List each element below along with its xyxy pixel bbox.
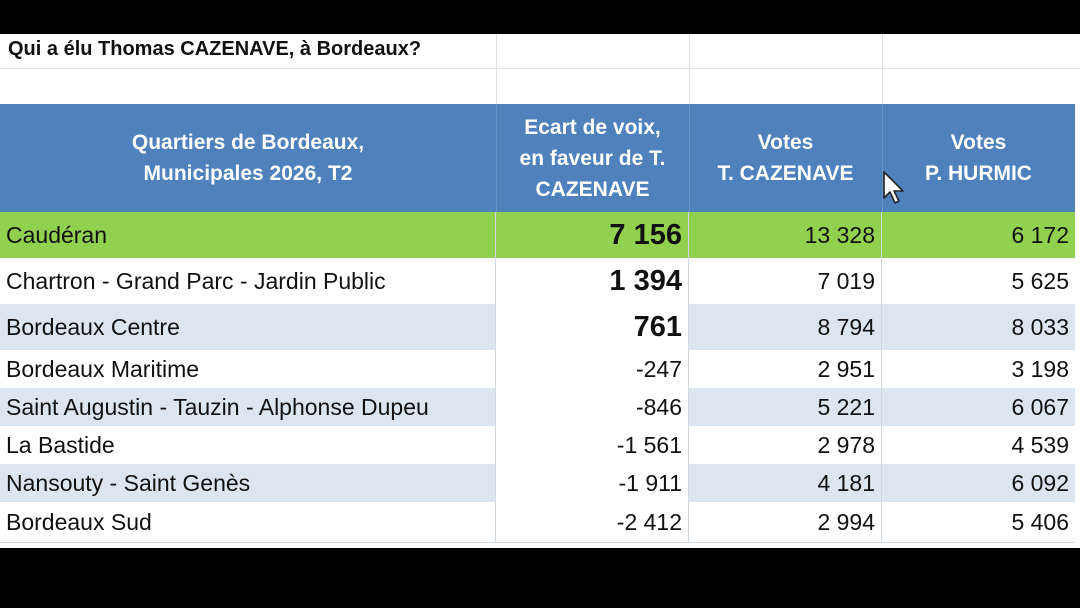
cell-votes-cazenave[interactable]: 2 978 <box>689 426 882 464</box>
table-row[interactable]: Caudéran 7 156 13 328 6 172 <box>0 212 1075 259</box>
cell-votes-cazenave[interactable]: 5 221 <box>689 388 882 426</box>
cell-votes-cazenave[interactable]: 13 328 <box>689 212 882 258</box>
mouse-pointer-icon <box>883 171 904 204</box>
cell-quartier[interactable]: Chartron - Grand Parc - Jardin Public <box>0 258 496 304</box>
table-row[interactable]: Bordeaux Maritime -247 2 951 3 198 <box>0 350 1075 389</box>
cell-quartier[interactable]: Bordeaux Maritime <box>0 350 496 388</box>
cell-quartier[interactable]: Nansouty - Saint Genès <box>0 464 496 502</box>
cell-votes-hurmic[interactable]: 6 172 <box>1011 221 1069 248</box>
cell-ecart[interactable]: -1 911 <box>496 464 689 502</box>
table-row[interactable]: Saint Augustin - Tauzin - Alphonse Dupeu… <box>0 388 1075 427</box>
table-row[interactable]: Chartron - Grand Parc - Jardin Public 1 3… <box>0 258 1075 305</box>
cell-quartier[interactable]: Bordeaux Sud <box>0 502 496 542</box>
cell-votes-hurmic[interactable]: 5 406 <box>1011 508 1069 535</box>
cell-ecart[interactable]: 761 <box>496 304 689 350</box>
bottom-black-bar <box>0 548 1080 608</box>
grid-line <box>689 34 690 104</box>
cell-votes-hurmic[interactable]: 8 033 <box>1011 313 1069 340</box>
table-row[interactable]: Nansouty - Saint Genès -1 911 4 181 6 092 <box>0 464 1075 503</box>
table-row[interactable]: Bordeaux Centre 761 8 794 8 033 <box>0 304 1075 351</box>
cell-votes-hurmic[interactable]: 6 092 <box>1011 469 1069 496</box>
title-row[interactable]: Qui a élu Thomas CAZENAVE, à Bordeaux? <box>0 34 1080 69</box>
table-header: Quartiers de Bordeaux, Municipales 2026,… <box>0 104 1075 212</box>
header-votes-hurmic[interactable]: Votes P. HURMIC <box>925 131 1032 185</box>
cell-votes-cazenave[interactable]: 8 794 <box>689 304 882 350</box>
cell-votes-cazenave[interactable]: 2 951 <box>689 350 882 388</box>
cell-ecart[interactable]: 1 394 <box>496 258 689 304</box>
table-row[interactable]: La Bastide -1 561 2 978 4 539 <box>0 426 1075 465</box>
cell-votes-cazenave[interactable]: 2 994 <box>689 502 882 542</box>
table-row[interactable]: Bordeaux Sud -2 412 2 994 5 406 <box>0 502 1075 543</box>
cell-votes-cazenave[interactable]: 4 181 <box>689 464 882 502</box>
grid-line <box>496 34 497 104</box>
cell-quartier[interactable]: Bordeaux Centre <box>0 304 496 350</box>
cell-quartier[interactable]: Saint Augustin - Tauzin - Alphonse Dupeu <box>0 388 496 426</box>
sheet-title: Qui a élu Thomas CAZENAVE, à Bordeaux? <box>8 38 422 60</box>
cell-votes-hurmic[interactable]: 3 198 <box>1011 355 1069 382</box>
cell-ecart[interactable]: -846 <box>496 388 689 426</box>
header-ecart[interactable]: Ecart de voix, en faveur de T. CAZENAVE <box>496 104 690 212</box>
cell-ecart[interactable]: -1 561 <box>496 426 689 464</box>
cell-quartier[interactable]: La Bastide <box>0 426 496 464</box>
header-votes-cazenave[interactable]: Votes T. CAZENAVE <box>689 104 883 212</box>
cell-votes-cazenave[interactable]: 7 019 <box>689 258 882 304</box>
grid-line <box>882 34 883 104</box>
cell-ecart[interactable]: -2 412 <box>496 502 689 542</box>
cell-votes-hurmic[interactable]: 4 539 <box>1011 431 1069 458</box>
spreadsheet: Qui a élu Thomas CAZENAVE, à Bordeaux? Q… <box>0 34 1080 548</box>
cell-ecart[interactable]: 7 156 <box>496 212 689 258</box>
cell-quartier[interactable]: Caudéran <box>0 212 496 258</box>
cell-ecart[interactable]: -247 <box>496 350 689 388</box>
cell-votes-hurmic[interactable]: 6 067 <box>1011 393 1069 420</box>
cell-votes-hurmic[interactable]: 5 625 <box>1011 267 1069 294</box>
header-quartiers[interactable]: Quartiers de Bordeaux, Municipales 2026,… <box>0 104 497 212</box>
